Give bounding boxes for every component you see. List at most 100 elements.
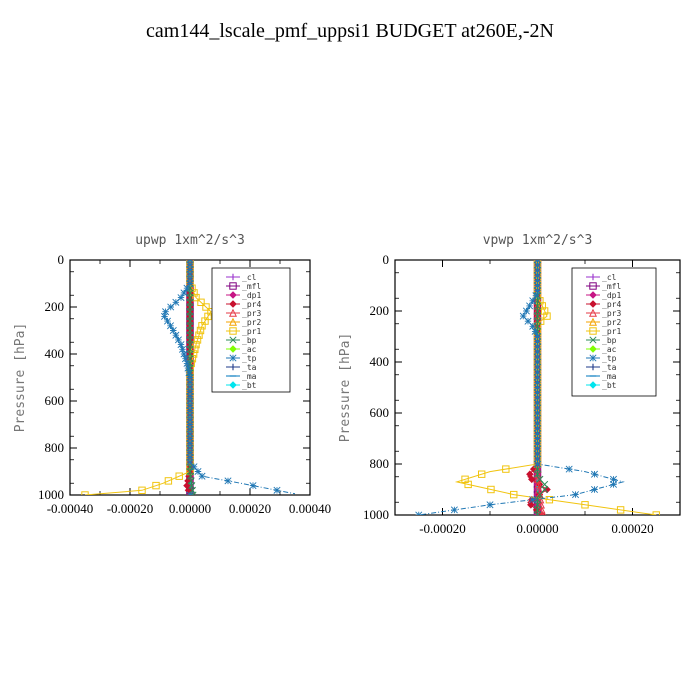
chart2-legend-marker — [589, 363, 597, 371]
chart1-point-tp — [249, 482, 257, 490]
chart2-point-tp — [529, 322, 537, 330]
chart1-legend-label: _pr1 — [242, 327, 261, 336]
chart1-point-tp — [186, 373, 194, 382]
chart2-point-bp — [533, 511, 542, 515]
chart2-point-pr1 — [510, 490, 518, 499]
chart2-point-tp — [533, 353, 542, 361]
chart1-series-line-pr1 — [84, 260, 212, 495]
chart2-legend-marker — [589, 345, 597, 353]
chart1-point-pr1 — [191, 345, 199, 354]
chart1-point-pr1 — [190, 289, 198, 297]
chart1-point-pr1 — [175, 472, 183, 480]
chart2-point-pr4 — [527, 501, 535, 509]
chart1-point-tp — [185, 369, 193, 377]
chart2-point-pr1 — [581, 501, 589, 509]
chart1-legend-label: _pr2 — [242, 318, 261, 327]
chart2-xtick-label: 0.00000 — [516, 521, 558, 536]
chart1-legend: _cl_mfl_dp1_pr4_pr3_pr2_pr1_bp_ac_tp_ta_… — [211, 267, 291, 393]
chart1-series-group — [81, 260, 296, 495]
chart1-point-tp — [186, 491, 194, 495]
chart2-point-bp — [533, 312, 542, 320]
chart2-point-pr1 — [464, 480, 472, 489]
chart2-point-tp — [533, 434, 542, 443]
chart2-legend-marker — [589, 300, 597, 308]
chart2-legend-label: _pr1 — [602, 327, 621, 336]
chart1-point-tp — [186, 261, 194, 269]
chart1-legend-marker — [229, 336, 237, 344]
chart2-point-tp — [533, 394, 542, 402]
chart2-legend-label: _ma — [602, 372, 617, 381]
chart1-point-tp — [186, 425, 194, 433]
chart1-legend-marker — [229, 300, 237, 308]
chart2-point-tp — [609, 480, 618, 488]
chart1-point-tp — [177, 294, 185, 302]
chart2-point-tp — [571, 491, 580, 499]
chart1-point-tp — [190, 463, 198, 471]
chart2-legend-label: _mfl — [602, 282, 621, 291]
chart1-point-tp — [172, 298, 180, 306]
chart1-point-tp — [186, 439, 194, 447]
chart1-point-tp — [162, 308, 170, 316]
chart2-point-tp — [532, 292, 540, 300]
page-title: cam144_lscale_pmf_uppsi1 BUDGET at260E,-… — [146, 20, 554, 42]
chart1-point-tp — [186, 416, 194, 424]
chart1-point-tp — [167, 303, 175, 311]
chart1-point-pr1 — [193, 336, 202, 344]
chart2-point-tp — [533, 429, 542, 437]
chart1-point-tp — [186, 397, 194, 405]
chart1-legend-marker — [229, 273, 237, 281]
chart1-point-pr1 — [81, 491, 89, 495]
chart2-point-bp — [533, 506, 542, 514]
chart2-point-tp — [533, 266, 542, 274]
chart2-xtick-label: -0.00020 — [419, 521, 466, 536]
chart2-legend-label: _bt — [602, 381, 617, 390]
chart2-legend-label: _ac — [602, 345, 617, 354]
chart1-point-pr1 — [192, 293, 200, 302]
chart1-ytick-label: 600 — [45, 393, 65, 408]
chart1-panel: upwp 1xm^2/s^3 Pressure [hPa] 0 200 400 600 80… — [13, 233, 331, 516]
chart2-point-tp — [533, 281, 542, 290]
chart1-point-pr1 — [188, 355, 197, 363]
chart2-point-tp — [533, 261, 542, 269]
chart2-point-tp — [486, 501, 494, 509]
chart1-legend-label: _bp — [242, 336, 257, 345]
chart2-point-bp — [541, 480, 549, 488]
chart1-legend-marker — [229, 354, 237, 362]
chart2-point-tp — [533, 389, 542, 397]
chart1-point-tp — [273, 486, 281, 494]
chart2-point-pr1 — [502, 465, 510, 473]
chart2-point-tp — [526, 302, 534, 310]
chart2-legend-label: _tp — [602, 354, 617, 363]
chart2-point-tp — [533, 373, 542, 381]
chart2-point-tp — [533, 338, 542, 346]
chart1-point-tp — [186, 453, 194, 461]
chart2-point-pr4 — [543, 485, 551, 494]
chart2-xtick-label: 0.00020 — [611, 521, 653, 536]
chart1-point-tp — [177, 341, 185, 349]
chart2-legend-label: _cl — [602, 273, 617, 282]
chart1-point-tp — [174, 336, 182, 344]
chart1-xtick-label: -0.00020 — [107, 501, 154, 516]
chart2-ytick-label: 200 — [370, 303, 390, 318]
chart2-point-tp — [533, 358, 542, 366]
chart1-legend-label: _ta — [242, 363, 257, 372]
chart2-legend: _cl_mfl_dp1_pr4_pr3_pr2_pr1_bp_ac_tp_ta_… — [571, 267, 657, 397]
chart2-legend-marker — [588, 308, 598, 317]
chart1-point-tp — [186, 430, 194, 438]
chart2-point-tp — [529, 297, 537, 305]
chart1-point-tp — [186, 411, 194, 419]
chart2-point-pr1 — [477, 470, 486, 478]
chart2-point-pr1 — [652, 511, 660, 515]
chart2-panel: vpwp 1xm^2/s^3 Pressure [hPa] 0 200 400 600 80… — [338, 233, 681, 536]
chart2-point-tp — [533, 450, 542, 458]
chart2-legend-marker — [589, 291, 597, 299]
chart1-point-tp — [186, 458, 194, 466]
chart2-legend-marker — [589, 282, 597, 290]
chart2-point-tp — [529, 496, 537, 504]
chart2-legend-box — [571, 267, 657, 397]
chart1-legend-label: _dp1 — [242, 291, 261, 300]
chart1-legend-label: _tp — [242, 354, 257, 363]
chart1-title: upwp 1xm^2/s^3 — [135, 233, 245, 248]
chart2-point-bp — [536, 491, 544, 499]
